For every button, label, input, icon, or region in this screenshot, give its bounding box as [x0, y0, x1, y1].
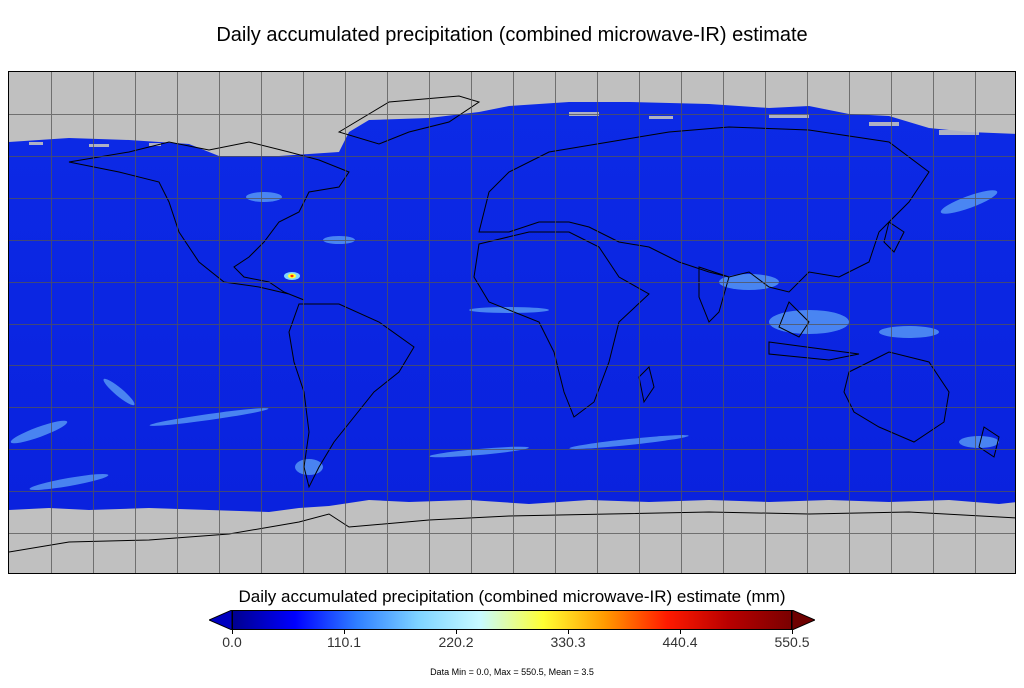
colorbar-under-arrow	[209, 610, 232, 630]
colorbar-tick-label: 440.4	[662, 634, 698, 650]
colorbar-tick-label: 220.2	[438, 634, 474, 650]
precipitation-map	[8, 71, 1016, 574]
colorbar	[232, 610, 792, 630]
graticule	[9, 72, 1015, 573]
colorbar-tick	[792, 630, 793, 634]
colorbar-tick	[344, 630, 345, 634]
colorbar-tick	[232, 630, 233, 634]
colorbar-tick	[568, 630, 569, 634]
map-canvas	[9, 72, 1015, 573]
storm-hotspot	[284, 272, 300, 280]
map-title: Daily accumulated precipitation (combine…	[216, 24, 808, 46]
colorbar-tick-label: 110.1	[327, 634, 361, 650]
data-statistics: Data Min = 0.0, Max = 550.5, Mean = 3.5	[430, 667, 594, 677]
colorbar-tick-label: 330.3	[550, 634, 586, 650]
colorbar-title: Daily accumulated precipitation (combine…	[238, 587, 786, 606]
colorbar-tick	[456, 630, 457, 634]
colorbar-over-arrow	[792, 610, 815, 630]
coastlines	[9, 95, 1015, 553]
colorbar-tick-label: 550.5	[774, 634, 810, 650]
colorbar-tick-label: 0.0	[222, 634, 242, 650]
colorbar-tick	[680, 630, 681, 634]
